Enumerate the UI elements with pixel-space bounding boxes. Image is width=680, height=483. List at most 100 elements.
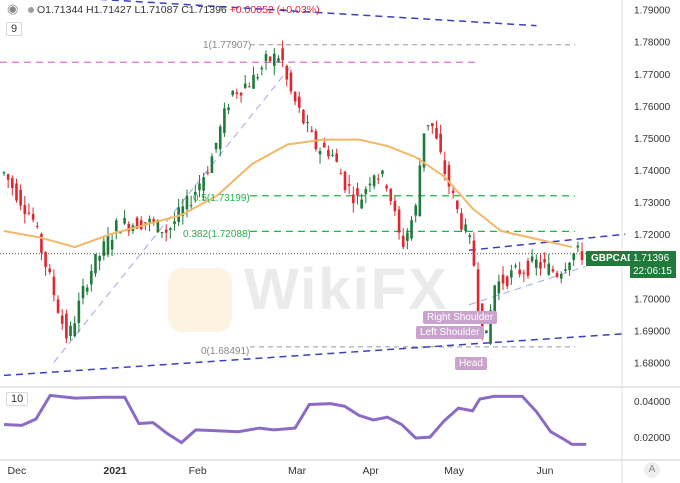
candle-body <box>181 206 185 216</box>
y-tick-label: 1.74000 <box>634 166 671 177</box>
status-dot-icon <box>28 7 34 14</box>
trendline[interactable] <box>3 332 626 377</box>
candle-body <box>505 276 509 287</box>
candle-body <box>2 172 6 174</box>
candle-body <box>148 218 151 223</box>
candle-body <box>106 235 110 255</box>
candle-body <box>426 125 430 127</box>
ma-legend[interactable]: 9 <box>6 22 23 36</box>
candle-body <box>331 154 334 156</box>
candle-body <box>293 92 297 102</box>
candle-body <box>94 253 97 274</box>
watermark-text: WikiFX <box>244 257 449 322</box>
collapse-icon[interactable]: ◉ <box>7 1 19 16</box>
x-tick-label: Feb <box>189 465 207 477</box>
candle-body <box>40 234 43 253</box>
candle-body <box>223 108 226 134</box>
candle-body <box>547 263 551 275</box>
candle-body <box>493 285 497 317</box>
fib-label-0: 0(1.68491) <box>201 346 250 357</box>
candle-body <box>65 313 68 339</box>
candle-body <box>530 256 534 262</box>
candle-body <box>185 195 189 210</box>
candle-body <box>156 220 160 233</box>
price-axis[interactable] <box>622 0 680 483</box>
candle-body <box>127 223 131 232</box>
candle-body <box>206 172 210 174</box>
candle-body <box>360 199 363 209</box>
candle-body <box>27 212 31 214</box>
candle-body <box>85 287 89 292</box>
candle-body <box>289 72 293 92</box>
atr-legend[interactable]: 10 <box>6 392 29 406</box>
candle-body <box>139 220 143 230</box>
x-tick-label: Dec <box>8 465 27 477</box>
candle-body <box>114 220 118 232</box>
candle-body <box>518 269 521 275</box>
candle-body <box>526 260 530 276</box>
candle-body <box>564 269 567 271</box>
candle-body <box>169 228 172 230</box>
candle-body <box>443 160 447 174</box>
candle-body <box>397 209 401 233</box>
candle-body <box>256 77 259 79</box>
candle-body <box>335 153 338 162</box>
trendline[interactable] <box>4 0 537 27</box>
candle-body <box>489 310 492 344</box>
candle-body <box>277 58 280 62</box>
ohlc-values: O1.71344 H1.71427 L1.71087 C1.71396 <box>37 4 230 16</box>
candle-body <box>135 217 139 229</box>
candle-body <box>31 213 35 220</box>
candle-body <box>418 165 422 217</box>
candle-body <box>164 229 168 233</box>
candle-body <box>98 256 101 261</box>
candle-body <box>543 258 546 263</box>
candle-body <box>406 232 409 241</box>
atr-tick-label: 0.02000 <box>634 433 671 444</box>
candle-body <box>264 54 268 61</box>
candle-body <box>306 122 309 124</box>
candle-body <box>343 171 347 191</box>
candle-body <box>297 96 301 108</box>
candle-body <box>77 300 81 323</box>
ohlc-readout: O1.71344 H1.71427 L1.71087 C1.71396 +0.0… <box>28 4 320 16</box>
candle-body <box>555 272 559 277</box>
candle-body <box>6 174 10 180</box>
candle-body <box>144 222 147 224</box>
candle-body <box>410 220 413 239</box>
candle-body <box>281 48 284 61</box>
auto-scale-button[interactable]: A <box>644 462 660 478</box>
candle-body <box>401 235 405 248</box>
candle-body <box>431 123 434 127</box>
candle-body <box>327 149 330 157</box>
candle-body <box>572 253 576 260</box>
candle-body <box>198 183 201 191</box>
y-tick-label: 1.79000 <box>634 6 671 17</box>
moving-average-line <box>3 138 573 249</box>
x-tick-label: Jun <box>537 465 554 477</box>
x-tick-label: 2021 <box>103 465 127 477</box>
candle-body <box>389 188 393 202</box>
candle-body <box>451 190 455 194</box>
ma-period: 9 <box>11 23 18 35</box>
fib-label-05: 0.5(1.73199) <box>193 193 250 204</box>
atr-period: 10 <box>11 393 24 405</box>
candle-body <box>52 276 56 296</box>
head-label: Head <box>455 357 487 370</box>
y-tick-label: 1.78000 <box>634 38 671 49</box>
candle-body <box>393 200 397 212</box>
candle-body <box>214 142 218 150</box>
trendline[interactable] <box>53 60 296 363</box>
candle-body <box>352 194 355 204</box>
candle-body <box>372 175 376 187</box>
trendline[interactable] <box>468 265 587 306</box>
candle-body <box>119 232 122 234</box>
candle-body <box>173 221 176 225</box>
candle-body <box>60 315 64 324</box>
candle-body <box>447 165 451 187</box>
candle-body <box>376 178 380 180</box>
right-shoulder-label: Right Shoulder <box>423 311 498 324</box>
candle-body <box>576 245 580 248</box>
